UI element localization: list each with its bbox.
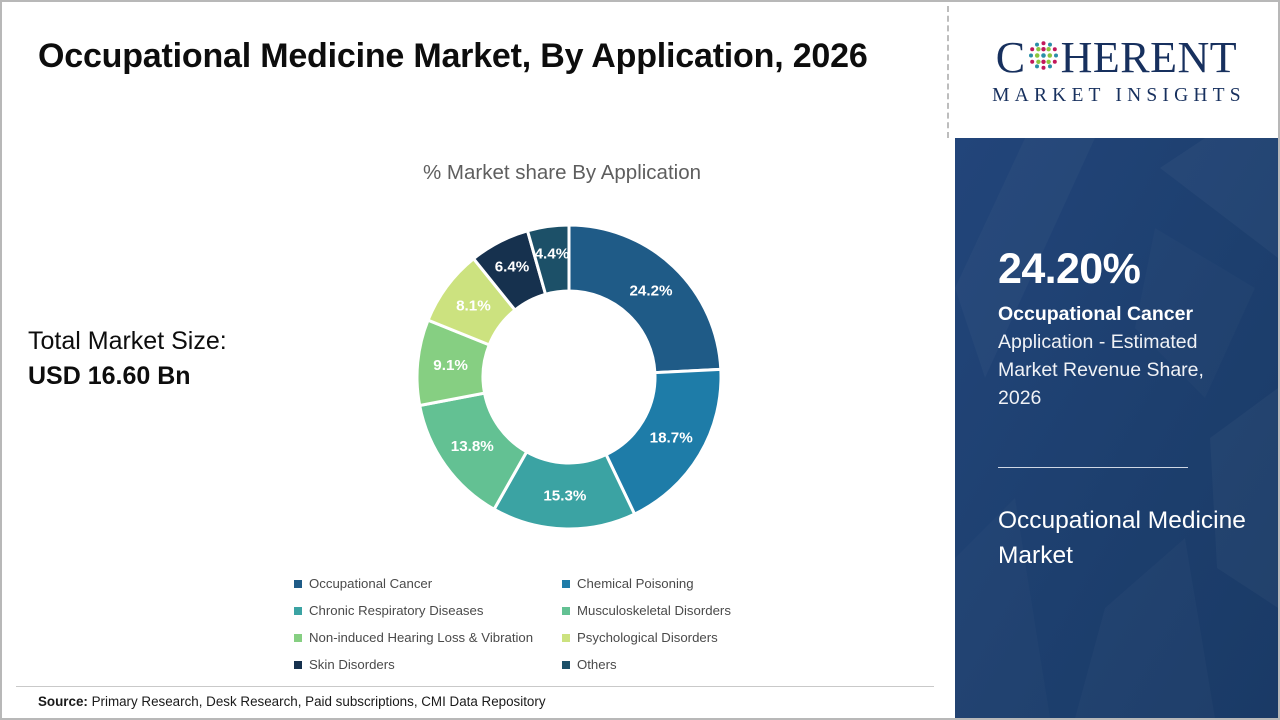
source-text: Primary Research, Desk Research, Paid su… bbox=[87, 694, 546, 709]
donut-chart-svg: 24.2% 18.7% 15.3% 13.8% 9.1% 8.1% 6.4% 4.4% bbox=[415, 223, 723, 531]
donut-slice-label: 13.8% bbox=[451, 438, 495, 455]
total-market-size-value: USD 16.60 Bn bbox=[28, 361, 191, 390]
highlight-headline: Occupational Cancer bbox=[998, 303, 1194, 326]
highlight-value: 24.20% bbox=[998, 245, 1141, 293]
total-market-size-label: Total Market Size: bbox=[28, 327, 227, 355]
legend-item[interactable]: Occupational Cancer bbox=[294, 576, 562, 591]
source-divider bbox=[16, 686, 934, 687]
globe-icon bbox=[1027, 36, 1060, 80]
legend-swatch-icon bbox=[562, 660, 570, 669]
donut-slice-labels: 24.2% 18.7% 15.3% 13.8% 9.1% 8.1% 6.4% 4.4% bbox=[433, 246, 693, 505]
donut-slice-label: 6.4% bbox=[495, 258, 530, 275]
donut-chart: 24.2% 18.7% 15.3% 13.8% 9.1% 8.1% 6.4% 4.4% bbox=[414, 218, 724, 536]
source-label: Source: bbox=[38, 694, 88, 709]
highlight-divider bbox=[998, 467, 1188, 468]
donut-slice-label: 9.1% bbox=[433, 357, 468, 374]
legend-swatch-icon bbox=[294, 633, 302, 642]
chart-legend: Occupational Cancer Chemical Poisoning Chr… bbox=[294, 570, 814, 678]
legend-item[interactable]: Skin Disorders bbox=[294, 657, 562, 672]
vertical-dashed-divider bbox=[947, 6, 949, 138]
highlight-content: 24.20% Occupational Cancer Application -… bbox=[998, 245, 1246, 413]
legend-label: Non-induced Hearing Loss & Vibration bbox=[309, 630, 534, 645]
logo-wordmark: C bbox=[996, 36, 1237, 80]
highlight-panel: 24.20% Occupational Cancer Application -… bbox=[955, 138, 1278, 718]
legend-swatch-icon bbox=[294, 660, 302, 669]
legend-label: Others bbox=[577, 657, 617, 672]
donut-slices bbox=[415, 223, 723, 531]
legend-label: Occupational Cancer bbox=[309, 576, 433, 591]
total-market-size: Total Market Size: USD 16.60 Bn bbox=[28, 324, 308, 393]
legend-label: Chronic Respiratory Diseases bbox=[309, 603, 484, 618]
donut-slice-label: 15.3% bbox=[543, 487, 587, 504]
brand-logo: C bbox=[955, 6, 1278, 137]
chart-subtitle: % Market share By Application bbox=[422, 161, 702, 184]
legend-label: Psychological Disorders bbox=[577, 630, 718, 645]
page-title: Occupational Medicine Market, By Applica… bbox=[38, 37, 868, 75]
source-line: Source: Primary Research, Desk Research,… bbox=[38, 694, 546, 709]
legend-swatch-icon bbox=[294, 579, 302, 588]
legend-swatch-icon bbox=[294, 606, 302, 615]
legend-label: Musculoskeletal Disorders bbox=[577, 603, 731, 618]
logo-subtitle: MARKET INSIGHTS bbox=[992, 85, 1246, 106]
donut-slice-label: 4.4% bbox=[535, 246, 570, 263]
donut-slice bbox=[525, 223, 571, 297]
logo-letter-c: C bbox=[995, 33, 1026, 82]
logo-wordmark-text: HERENT bbox=[1060, 33, 1238, 82]
legend-item[interactable]: Non-induced Hearing Loss & Vibration bbox=[294, 630, 562, 645]
donut-slice-label: 18.7% bbox=[650, 429, 694, 446]
legend-item[interactable]: Chronic Respiratory Diseases bbox=[294, 603, 562, 618]
legend-label: Chemical Poisoning bbox=[577, 576, 694, 591]
highlight-market-name: Occupational Medicine Market bbox=[998, 507, 1246, 569]
legend-item[interactable]: Musculoskeletal Disorders bbox=[562, 603, 814, 618]
donut-slice bbox=[567, 223, 723, 375]
legend-item[interactable]: Chemical Poisoning bbox=[562, 576, 814, 591]
legend-swatch-icon bbox=[562, 633, 570, 642]
legend-swatch-icon bbox=[562, 606, 570, 615]
legend-swatch-icon bbox=[562, 579, 570, 588]
donut-slice-label: 8.1% bbox=[456, 298, 491, 315]
donut-slice-label: 24.2% bbox=[629, 282, 673, 299]
panel-background-texture bbox=[955, 138, 1278, 718]
legend-item[interactable]: Others bbox=[562, 657, 814, 672]
legend-item[interactable]: Psychological Disorders bbox=[562, 630, 814, 645]
legend-label: Skin Disorders bbox=[309, 657, 395, 672]
chart-region: Occupational Medicine Market, By Applica… bbox=[2, 2, 948, 718]
highlight-description: Application - Estimated Market Revenue S… bbox=[998, 330, 1204, 410]
